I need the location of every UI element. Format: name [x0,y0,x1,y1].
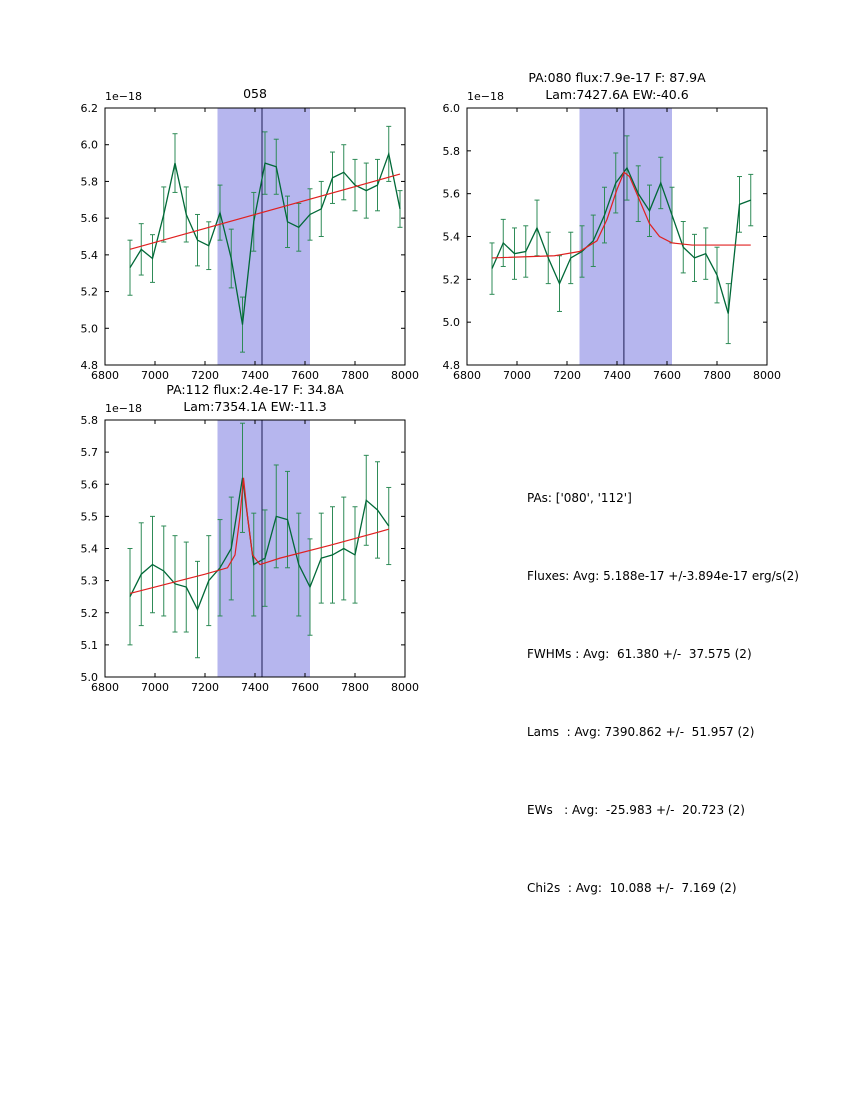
stats-line-fwhms: FWHMs : Avg: 61.380 +/- 37.575 (2) [527,647,752,661]
stats-line-fluxes: Fluxes: Avg: 5.188e-17 +/-3.894e-17 erg/… [527,569,799,583]
x-tick-label: 6800 [91,681,119,694]
fit-line [129,477,389,595]
fit-line [129,173,401,250]
chart-title: Lam:7354.1A EW:-11.3 [183,399,326,414]
spectrum-line [129,477,390,612]
plot-pa080-chart: 6800 7000 7200 7400 7600 7800 8000 4.8 5.0 5.2 5.4… [443,70,782,382]
y-tick-label: 5.8 [81,414,99,427]
x-tick-label: 7600 [653,369,681,382]
axis-ticks [466,107,768,366]
x-tick-label: 7200 [553,369,581,382]
x-tick-label: 7800 [341,369,369,382]
stats-line-lams: Lams : Avg: 7390.862 +/- 51.957 (2) [527,725,755,739]
tick-labels: 6800 7000 7200 7400 7600 7800 8000 5.0 5.1 5.2 5.3… [81,414,420,694]
x-tick-label: 7400 [241,369,269,382]
y-tick-label: 5.0 [443,316,461,329]
axis-offset-label: 1e−18 [105,402,142,415]
y-tick-label: 5.8 [81,175,99,188]
y-tick-label: 5.2 [81,607,99,620]
axis-ticks [104,419,406,678]
chart-title: Lam:7427.6A EW:-40.6 [545,87,688,102]
y-tick-label: 5.5 [81,510,99,523]
y-tick-label: 6.0 [81,139,99,152]
y-tick-label: 4.8 [81,359,99,372]
stats-line-pas: PAs: ['080', '112'] [527,491,632,505]
chart-title: PA:112 flux:2.4e-17 F: 34.8A [166,382,344,397]
stats-panel: PAs: ['080', '112'] Fluxes: Avg: 5.188e-… [527,433,799,953]
tick-labels: 6800 7000 7200 7400 7600 7800 8000 4.8 5.0 5.2 5.4… [443,102,782,382]
y-tick-label: 5.8 [443,145,461,158]
plot-pa112-chart: 6800 7000 7200 7400 7600 7800 8000 5.0 5.1 5.2 5.3… [81,382,420,694]
y-tick-label: 6.2 [81,102,99,115]
stats-line-chi2s: Chi2s : Avg: 10.088 +/- 7.169 (2) [527,881,737,895]
y-tick-label: 4.8 [443,359,461,372]
x-tick-label: 7600 [291,681,319,694]
x-tick-label: 7400 [603,369,631,382]
y-tick-label: 5.2 [443,273,461,286]
plot-058-chart: 6800 7000 7200 7400 7600 7800 8000 4.8 5.0 5.2 5.4… [81,86,420,382]
x-tick-label: 7800 [703,369,731,382]
y-tick-label: 5.4 [443,231,461,244]
fit-line [491,171,751,259]
x-tick-label: 8000 [391,681,419,694]
y-tick-label: 5.7 [81,446,99,459]
axis-offset-label: 1e−18 [467,90,504,103]
x-tick-label: 7000 [141,681,169,694]
y-tick-label: 5.0 [81,322,99,335]
y-tick-label: 5.1 [81,639,99,652]
x-tick-label: 8000 [753,369,781,382]
y-tick-label: 5.2 [81,286,99,299]
highlight-span [217,108,310,365]
x-tick-label: 7400 [241,681,269,694]
x-tick-label: 7600 [291,369,319,382]
tick-labels: 6800 7000 7200 7400 7600 7800 8000 4.8 5.0 5.2 5.4… [81,102,420,382]
spectrum-line [129,151,401,325]
x-tick-label: 7200 [191,681,219,694]
y-tick-label: 6.0 [443,102,461,115]
y-tick-label: 5.6 [81,478,99,491]
axis-offset-label: 1e−18 [105,90,142,103]
y-tick-label: 5.0 [81,671,99,684]
y-tick-label: 5.6 [443,188,461,201]
x-tick-label: 6800 [91,369,119,382]
y-tick-label: 5.4 [81,249,99,262]
y-tick-label: 5.3 [81,575,99,588]
y-tick-label: 5.4 [81,543,99,556]
x-tick-label: 8000 [391,369,419,382]
x-tick-label: 6800 [453,369,481,382]
x-tick-label: 7200 [191,369,219,382]
chart-title: 058 [243,86,267,101]
chart-title: PA:080 flux:7.9e-17 F: 87.9A [528,70,706,85]
y-tick-label: 5.6 [81,212,99,225]
x-tick-label: 7000 [141,369,169,382]
stats-line-ews: EWs : Avg: -25.983 +/- 20.723 (2) [527,803,745,817]
x-tick-label: 7000 [503,369,531,382]
x-tick-label: 7800 [341,681,369,694]
spectrum-line [491,166,751,314]
axis-ticks [104,107,406,366]
